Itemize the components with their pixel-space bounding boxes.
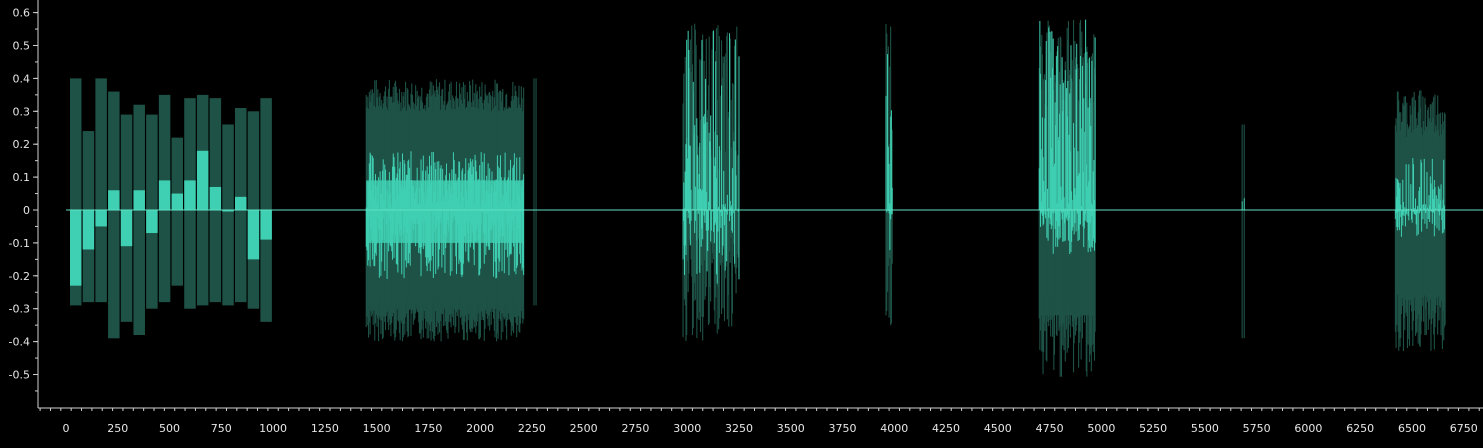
x-tick-label: 5750 (1243, 422, 1271, 435)
rms-bar (146, 210, 158, 234)
rms-block (366, 180, 524, 243)
rms-bar (209, 186, 222, 210)
x-tick-label: 750 (211, 422, 232, 435)
y-tick-label: -0.1 (9, 237, 30, 250)
x-tick-label: 0 (63, 422, 70, 435)
peak-bar (222, 124, 234, 306)
x-tick-label: 3000 (673, 422, 701, 435)
x-tick-label: 2500 (570, 422, 598, 435)
x-tick-label: 4500 (984, 422, 1012, 435)
y-tick-label: 0 (23, 204, 30, 217)
y-tick-label: -0.2 (9, 270, 30, 283)
y-tick-label: 0.5 (13, 40, 31, 53)
y-tick-label: -0.5 (9, 369, 30, 382)
peak-bar (108, 91, 120, 339)
x-tick-label: 5250 (1139, 422, 1167, 435)
peak-bar (171, 137, 184, 286)
rms-bar (70, 210, 82, 286)
x-tick-label: 4250 (932, 422, 960, 435)
rms-bar (108, 190, 120, 210)
x-tick-label: 4750 (1036, 422, 1064, 435)
x-tick-label: 4000 (880, 422, 908, 435)
rms-bar (82, 210, 95, 250)
rms-bar (184, 180, 196, 210)
x-tick-label: 6500 (1398, 422, 1426, 435)
y-tick-label: 0.1 (13, 171, 31, 184)
x-tick-label: 1250 (311, 422, 339, 435)
y-axis: 0.6 0.5 0.4 0.3 0.2 0.1 0 -0.1 -0.2 -0.3 -0.4 -0.5 (9, 0, 39, 408)
peak-bar (70, 78, 82, 306)
y-tick-label: 0.6 (13, 7, 31, 20)
rms-bar (247, 210, 260, 260)
rms-bar (196, 150, 209, 210)
x-tick-label: 6750 (1450, 422, 1478, 435)
peak-bar (95, 78, 107, 303)
rms-bar (133, 190, 145, 210)
x-tick-label: 250 (107, 422, 128, 435)
x-tick-label: 1000 (259, 422, 287, 435)
x-tick-label: 2250 (518, 422, 546, 435)
rms-bar (158, 180, 171, 210)
rms-bar (171, 193, 184, 210)
y-tick-label: -0.3 (9, 303, 30, 316)
y-tick-label: 0.2 (13, 138, 31, 151)
x-tick-label: 3500 (777, 422, 805, 435)
y-tick-label: -0.4 (9, 336, 30, 349)
x-tick-label: 5000 (1087, 422, 1115, 435)
y-tick-label: 0.4 (13, 72, 31, 85)
x-axis: 0 250 500 750 1000 1250 1500 1750 2000 2250 2500 27… (38, 407, 1483, 435)
x-tick-label: 1500 (363, 422, 391, 435)
rms-bar (234, 196, 247, 210)
x-tick-label: 6250 (1346, 422, 1374, 435)
x-tick-label: 2000 (466, 422, 494, 435)
x-tick-label: 5500 (1191, 422, 1219, 435)
x-tick-label: 500 (159, 422, 180, 435)
rms-bar (95, 210, 107, 227)
x-tick-label: 3750 (829, 422, 857, 435)
x-tick-label: 2750 (621, 422, 649, 435)
rms-bar (120, 210, 133, 247)
x-tick-label: 6000 (1294, 422, 1322, 435)
rms-bar (222, 210, 234, 212)
x-tick-label: 1750 (414, 422, 442, 435)
peak-bar (133, 104, 145, 336)
y-tick-label: 0.3 (13, 105, 31, 118)
rms-bar (260, 210, 272, 240)
x-tick-label: 3250 (725, 422, 753, 435)
